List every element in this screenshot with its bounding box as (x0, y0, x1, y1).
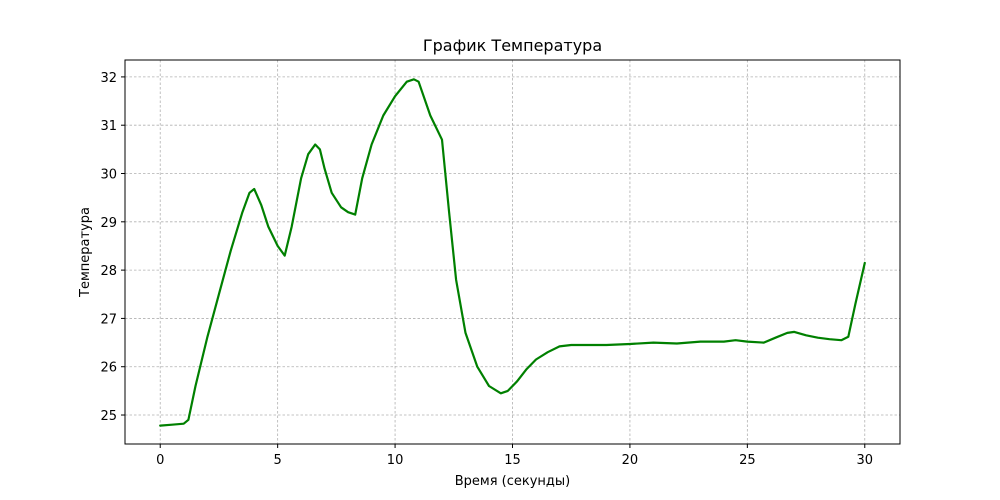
y-axis-label: Температура (78, 207, 93, 298)
chart-title: График Температура (423, 36, 602, 55)
x-axis: 0 5 10 15 20 25 30 (156, 444, 873, 468)
x-tick-label: 5 (274, 453, 282, 468)
y-tick-label: 32 (100, 71, 117, 86)
grid (125, 60, 900, 444)
x-tick-label: 30 (856, 453, 873, 468)
y-tick-label: 26 (100, 361, 117, 376)
x-tick-label: 10 (387, 453, 404, 468)
y-axis: 25 26 27 28 29 30 31 32 (100, 71, 125, 424)
x-axis-label: Время (секунды) (455, 474, 571, 489)
y-tick-label: 25 (100, 409, 117, 424)
x-tick-label: 15 (504, 453, 521, 468)
y-tick-label: 31 (100, 119, 117, 134)
y-tick-label: 30 (100, 168, 117, 183)
y-tick-label: 27 (100, 312, 117, 327)
plot-line-group (159, 78, 866, 427)
x-tick-label: 0 (156, 453, 164, 468)
y-tick-label: 29 (100, 216, 117, 231)
x-tick-label: 25 (739, 453, 756, 468)
y-tick-label: 28 (100, 264, 117, 279)
x-tick-label: 20 (622, 453, 639, 468)
temperature-series-line (159, 78, 866, 427)
